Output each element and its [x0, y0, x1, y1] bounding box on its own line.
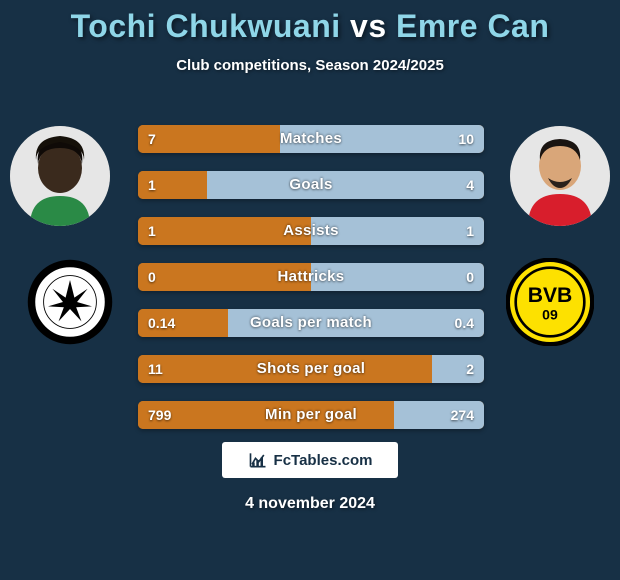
bar-right-fill: [228, 309, 484, 337]
bar-left-fill: [138, 171, 207, 199]
bar-right-fill: [280, 125, 484, 153]
bar-right-fill: [207, 171, 484, 199]
date-label: 4 november 2024: [0, 495, 620, 513]
subtitle: Club competitions, Season 2024/2025: [0, 57, 620, 74]
bar-right-fill: [311, 217, 484, 245]
stat-bar-row: Matches710: [138, 125, 484, 153]
stat-bar-row: Assists11: [138, 217, 484, 245]
stat-bar-row: Min per goal799274: [138, 401, 484, 429]
watermark-text: FcTables.com: [274, 452, 373, 469]
bar-left-fill: [138, 355, 432, 383]
player1-club-badge: [26, 258, 114, 346]
bar-right-fill: [432, 355, 484, 383]
bar-left-fill: [138, 309, 228, 337]
stat-bar-row: Shots per goal112: [138, 355, 484, 383]
stat-bar-row: Goals14: [138, 171, 484, 199]
stat-bar-row: Hattricks00: [138, 263, 484, 291]
bar-right-fill: [311, 263, 484, 291]
stat-bar-row: Goals per match0.140.4: [138, 309, 484, 337]
bar-left-fill: [138, 401, 394, 429]
comparison-title: Tochi Chukwuani vs Emre Can: [0, 0, 620, 45]
player2-name: Emre Can: [396, 8, 549, 44]
sturm-graz-badge-svg: [26, 258, 114, 346]
chart-icon: [248, 450, 268, 470]
player1-avatar: [10, 126, 110, 226]
bar-left-fill: [138, 125, 280, 153]
bar-right-fill: [394, 401, 484, 429]
player2-avatar-svg: [510, 126, 610, 226]
bvb-badge-svg: BVB 09: [506, 258, 594, 346]
player2-avatar: [510, 126, 610, 226]
vs-separator: vs: [350, 8, 387, 44]
player1-avatar-svg: [10, 126, 110, 226]
svg-text:09: 09: [542, 307, 558, 323]
stats-bars-container: Matches710 Goals14 Assists11 Hattricks00 Goa…: [138, 125, 484, 447]
watermark: FcTables.com: [222, 442, 398, 478]
svg-text:BVB: BVB: [528, 284, 573, 307]
player1-name: Tochi Chukwuani: [71, 8, 341, 44]
bar-left-fill: [138, 217, 311, 245]
player2-club-badge: BVB 09: [506, 258, 594, 346]
bar-left-fill: [138, 263, 311, 291]
